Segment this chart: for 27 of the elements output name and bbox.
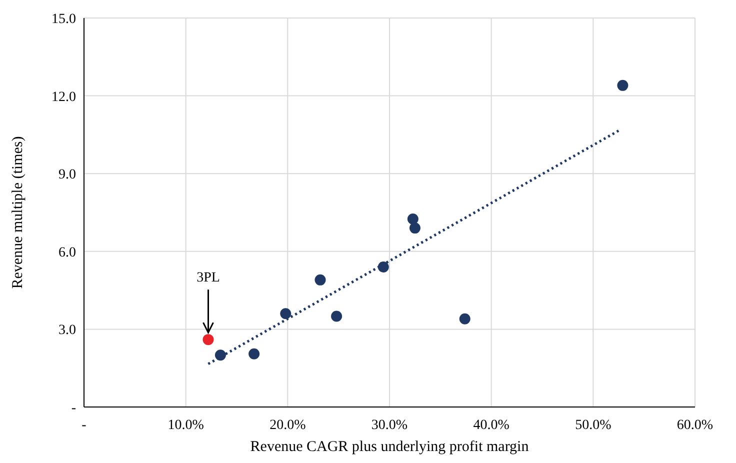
x-axis-title: Revenue CAGR plus underlying profit margin [250, 439, 530, 455]
point [248, 348, 260, 360]
y-tick-label: 12.0 [52, 90, 76, 105]
x-tick-label: 20.0% [270, 418, 306, 433]
y-axis-title: Revenue multiple (times) [10, 136, 26, 289]
x-tick-label: 50.0% [575, 418, 612, 433]
y-tick-label: 6.0 [58, 245, 76, 260]
point [331, 310, 342, 322]
point [409, 222, 420, 234]
point [202, 334, 214, 346]
y-tick-label: - [71, 401, 76, 416]
point [378, 261, 389, 272]
point [459, 313, 470, 324]
y-tick-label: 3.0 [58, 323, 76, 338]
point [214, 350, 226, 361]
x-tick-label: 40.0% [473, 418, 510, 433]
y-tick-label: 9.0 [58, 168, 76, 183]
point [314, 274, 326, 286]
x-tick-label: 60.0% [676, 418, 714, 433]
x-tick-label: 30.0% [371, 418, 408, 433]
point [617, 80, 628, 91]
x-tick-label: 10.0% [168, 418, 204, 433]
annotation: 3PL [196, 270, 220, 286]
point [280, 308, 292, 320]
point [407, 213, 418, 224]
x-tick-label: - [82, 418, 87, 433]
y-tick-label: 15.0 [52, 12, 76, 27]
